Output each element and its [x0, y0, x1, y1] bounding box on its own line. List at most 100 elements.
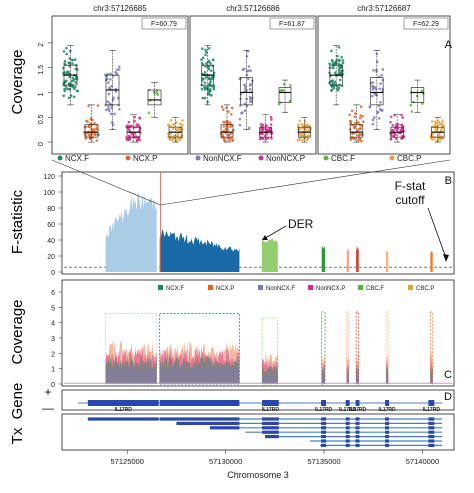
- strand-plus: +: [44, 385, 51, 399]
- data-point: [179, 128, 183, 131]
- x-tick-label: 57125000: [111, 457, 144, 466]
- data-point: [401, 116, 404, 119]
- data-point: [66, 70, 70, 73]
- panel-c-ytick-label: 5: [51, 305, 55, 312]
- legend-marker: [389, 155, 395, 161]
- data-point: [336, 88, 340, 92]
- data-point: [435, 129, 439, 132]
- data-point: [97, 133, 100, 136]
- transcript-exon: [345, 421, 350, 425]
- data-point: [392, 129, 395, 132]
- box-iqr: [239, 77, 253, 106]
- data-point: [230, 106, 234, 110]
- data-point: [373, 116, 376, 119]
- transcript-exon: [159, 417, 240, 421]
- data-point: [336, 85, 339, 88]
- transcript-exon: [385, 430, 390, 434]
- data-point: [249, 69, 252, 73]
- data-point: [105, 108, 108, 112]
- transcript-exon: [355, 439, 360, 443]
- box-subplot-2: chr3:57126686 F=61.87 NonNCX.F NonNCX.P: [189, 4, 317, 163]
- data-point: [376, 111, 380, 114]
- data-point: [156, 93, 159, 96]
- data-point: [107, 107, 110, 111]
- data-point: [201, 96, 205, 100]
- data-point: [70, 79, 74, 83]
- data-point: [358, 116, 362, 120]
- data-point: [331, 66, 335, 69]
- data-point: [432, 138, 435, 142]
- data-point: [399, 129, 403, 133]
- data-point: [246, 69, 249, 73]
- data-point: [112, 96, 115, 99]
- data-point: [381, 78, 385, 82]
- data-point: [441, 136, 444, 140]
- transcript-exon: [321, 439, 327, 443]
- data-point: [65, 52, 69, 56]
- coverage-area: [386, 365, 389, 384]
- legend-label: NonNCX.P: [316, 286, 345, 292]
- data-point: [115, 68, 119, 72]
- data-point: [110, 121, 114, 124]
- transcript-exon: [321, 443, 327, 447]
- gene-label: Gene: [9, 383, 26, 420]
- legend-label: CBC.F: [331, 154, 355, 163]
- data-point: [241, 68, 245, 72]
- coverage-area: [159, 340, 240, 384]
- data-point: [306, 135, 309, 138]
- transcript-exon: [345, 426, 350, 430]
- data-point: [357, 121, 360, 125]
- data-point: [207, 47, 211, 50]
- legend-marker: [323, 155, 329, 161]
- box-iqr: [410, 87, 425, 103]
- data-point: [68, 49, 72, 53]
- data-point: [175, 128, 179, 131]
- data-point: [289, 84, 292, 87]
- data-point: [391, 123, 395, 127]
- legend-swatch: [158, 285, 163, 290]
- der-arrowhead: [262, 235, 268, 240]
- exon: [159, 400, 240, 406]
- data-point: [371, 87, 375, 91]
- transcript-exon: [428, 421, 435, 425]
- region-outline: [355, 311, 360, 385]
- coverage-area: [321, 366, 326, 384]
- data-point: [227, 134, 230, 137]
- panel-letter-a: A: [445, 39, 453, 51]
- der-region: [105, 192, 157, 272]
- panel-a-ytick-label: 0.5: [38, 114, 45, 124]
- data-point: [348, 119, 352, 123]
- data-point: [171, 138, 175, 142]
- region-outline: [346, 311, 350, 385]
- data-point: [171, 127, 175, 130]
- data-point: [227, 110, 230, 114]
- box-iqr: [84, 124, 99, 138]
- data-point: [261, 132, 264, 136]
- data-point: [338, 67, 341, 71]
- transcript-exon: [355, 426, 360, 430]
- data-point: [341, 61, 345, 65]
- data-point: [305, 138, 308, 142]
- legend-swatch: [308, 285, 313, 290]
- data-point: [69, 94, 73, 97]
- data-point: [336, 54, 339, 58]
- data-point: [357, 128, 361, 131]
- legend-label: NCX.F: [65, 154, 89, 163]
- transcript-exon: [262, 417, 279, 421]
- data-point: [393, 127, 397, 130]
- data-point: [220, 105, 224, 109]
- data-point: [65, 46, 68, 50]
- stat-box: [403, 17, 449, 30]
- data-point: [70, 58, 74, 62]
- data-point: [147, 111, 151, 115]
- data-point: [87, 104, 90, 108]
- data-point: [378, 87, 381, 90]
- data-point: [246, 50, 250, 53]
- data-point: [334, 60, 338, 63]
- data-point: [332, 87, 336, 90]
- data-point: [67, 61, 71, 65]
- data-point: [372, 69, 375, 72]
- panel-letter-c: C: [444, 369, 452, 381]
- data-point: [354, 121, 357, 125]
